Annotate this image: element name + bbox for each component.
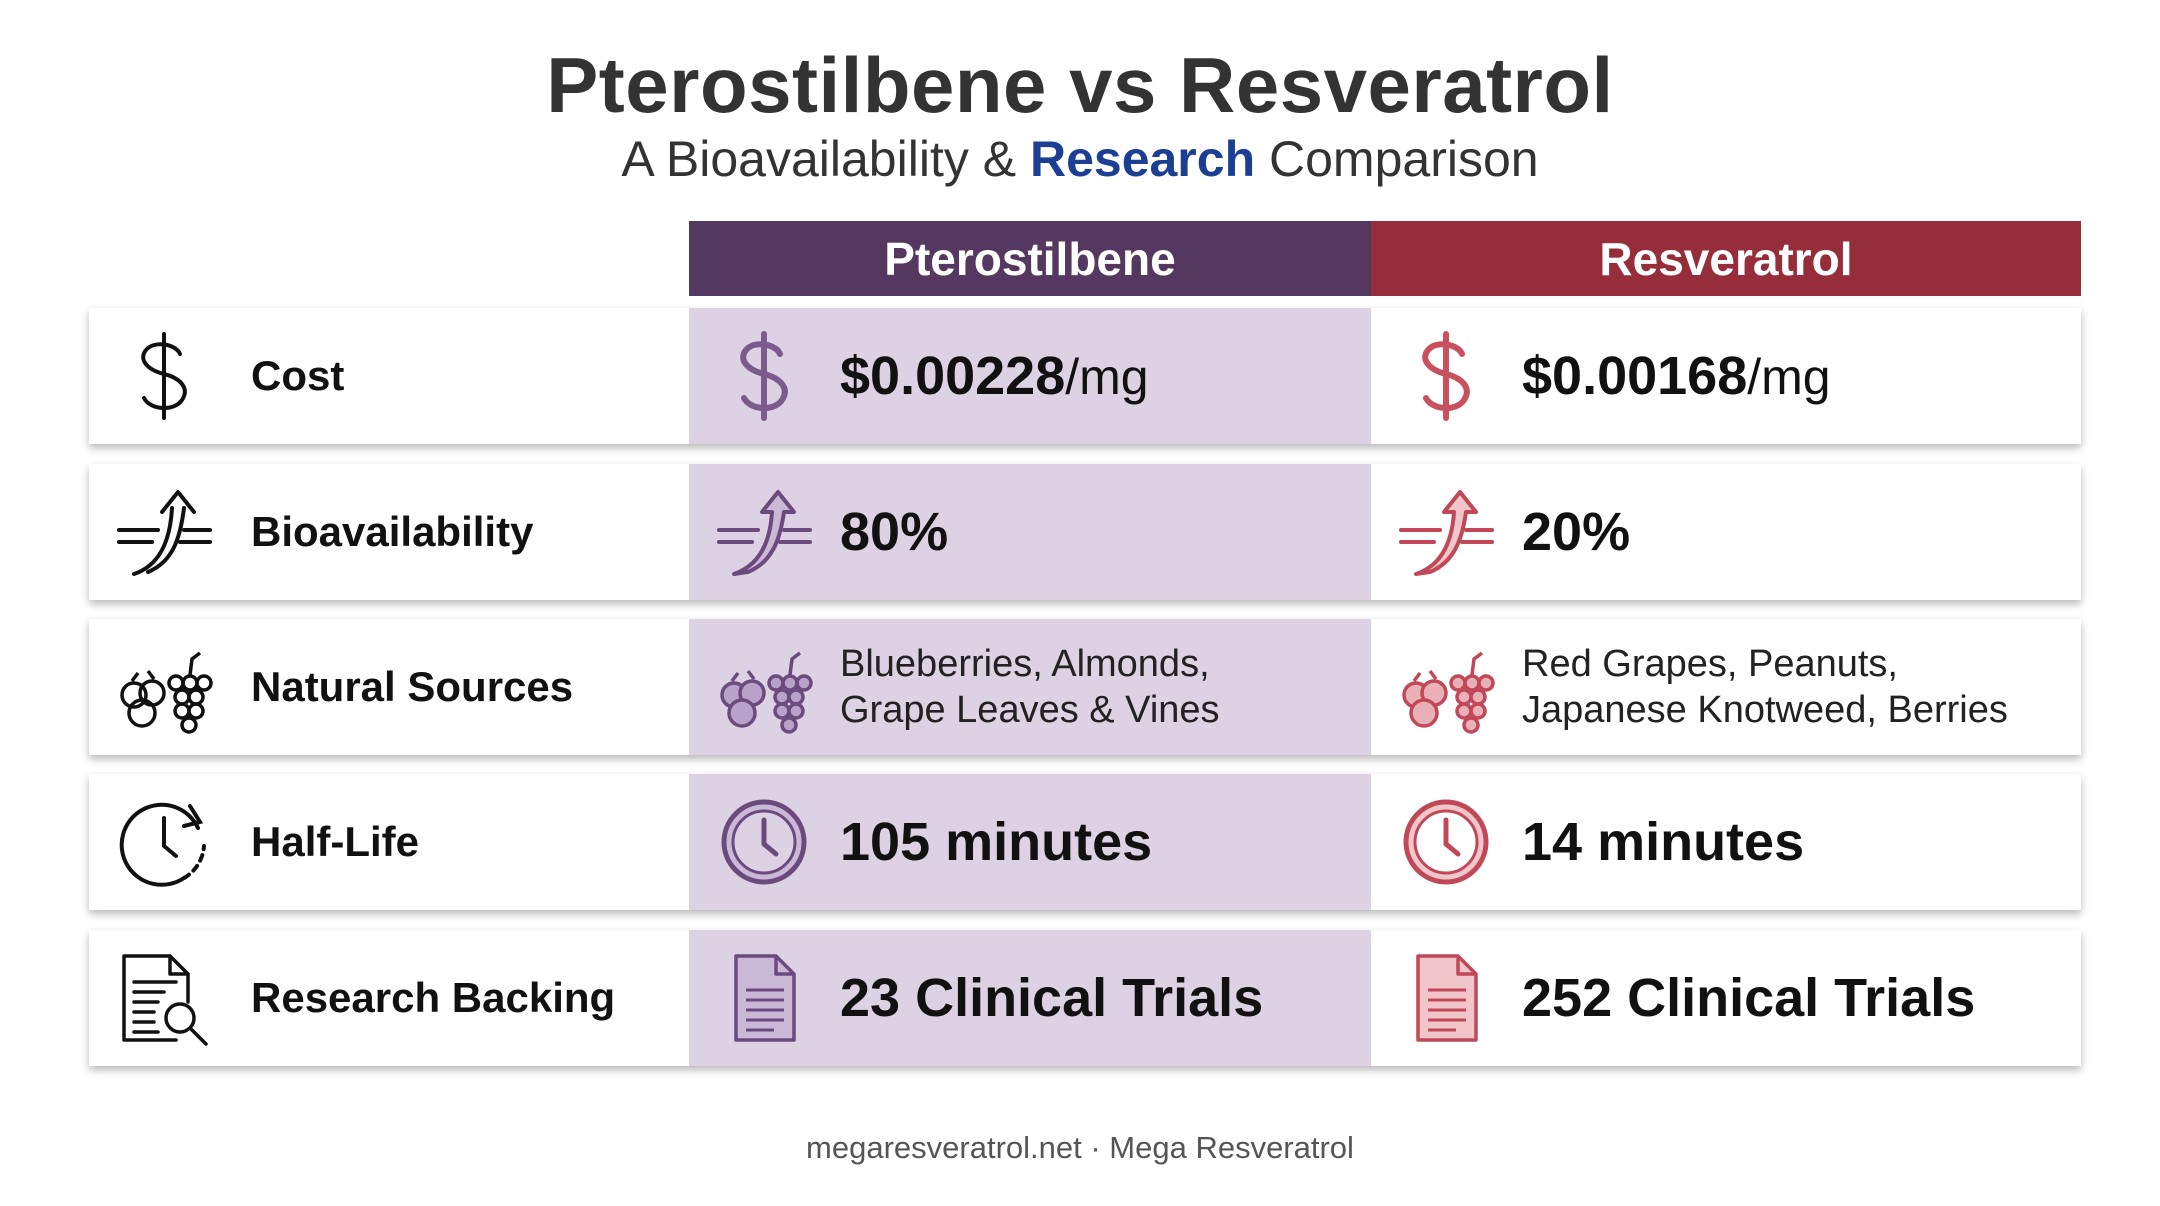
column-header-pterostilbene: Pterostilbene: [689, 221, 1371, 296]
row-cost: Cost $0.00228/mg $0.00168/mg: [89, 308, 2081, 444]
row-label: Bioavailability: [251, 508, 534, 555]
half-life-value: 14 minutes: [1522, 812, 1805, 872]
row-research-backing: Research Backing 23 Clinical Trials 252 …: [89, 930, 2081, 1066]
cost-value: $0.00228/mg: [840, 345, 1149, 407]
resveratrol-cell: 20%: [1371, 464, 2081, 600]
row-label-cell: Bioavailability: [89, 464, 689, 600]
row-bioavailability: Bioavailability 80% 20%: [89, 464, 2081, 600]
cost-amount: $0.00168: [1522, 346, 1748, 406]
row-half-life: Half-Life 105 minutes 14 minutes: [89, 774, 2081, 910]
document-search-icon: [114, 943, 226, 1053]
research-value: 23 Clinical Trials: [840, 968, 1264, 1028]
pterostilbene-cell: 80%: [689, 464, 1371, 600]
subtitle-text-end: Comparison: [1255, 131, 1539, 187]
resveratrol-cell: $0.00168/mg: [1371, 308, 2081, 444]
document-icon: [714, 943, 826, 1053]
sources-line: Grape Leaves & Vines: [840, 689, 1220, 731]
pterostilbene-cell: Blueberries, Almonds, Grape Leaves & Vin…: [689, 619, 1371, 755]
absorption-arrow-icon: [714, 477, 826, 587]
row-label-cell: Natural Sources: [89, 619, 689, 755]
pterostilbene-cell: 23 Clinical Trials: [689, 930, 1371, 1066]
row-label-cell: Half-Life: [89, 774, 689, 910]
research-value: 252 Clinical Trials: [1522, 968, 1976, 1028]
berries-grapes-icon: [114, 632, 226, 742]
page-title: Pterostilbene vs Resveratrol: [546, 41, 1614, 129]
footer-credit: megaresveratrol.net · Mega Resveratrol: [806, 1130, 1354, 1165]
row-label: Research Backing: [251, 974, 616, 1021]
row-natural-sources: Natural Sources Blueberries, Almonds, Gr…: [89, 619, 2081, 755]
berries-grapes-icon: [714, 632, 826, 742]
half-life-value: 105 minutes: [840, 812, 1153, 872]
pterostilbene-cell: $0.00228/mg: [689, 308, 1371, 444]
clock-icon: [714, 787, 826, 897]
absorption-arrow-icon: [1396, 477, 1508, 587]
resveratrol-cell: 14 minutes: [1371, 774, 2081, 910]
column-header-resveratrol: Resveratrol: [1371, 221, 2081, 296]
absorption-arrow-icon: [114, 477, 226, 587]
cost-amount: $0.00228: [840, 346, 1066, 406]
cost-unit: /mg: [1065, 349, 1149, 405]
cost-value: $0.00168/mg: [1522, 345, 1831, 407]
cost-unit: /mg: [1747, 349, 1831, 405]
pterostilbene-cell: 105 minutes: [689, 774, 1371, 910]
dollar-icon: [714, 321, 826, 431]
row-label: Half-Life: [251, 818, 419, 865]
subtitle-highlight: Research: [1029, 131, 1256, 187]
dollar-icon: [1396, 321, 1508, 431]
natural-sources-value: Blueberries, Almonds, Grape Leaves & Vin…: [840, 641, 1220, 733]
berries-grapes-icon: [1396, 632, 1508, 742]
resveratrol-cell: 252 Clinical Trials: [1371, 930, 2081, 1066]
clock-icon: [114, 787, 226, 897]
bioavailability-value: 80%: [840, 502, 949, 562]
row-label: Natural Sources: [251, 663, 574, 710]
sources-line: Blueberries, Almonds,: [840, 643, 1210, 685]
subtitle-text-start: A Bioavailability &: [621, 131, 1030, 187]
row-label-cell: Research Backing: [89, 930, 689, 1066]
page-subtitle: A Bioavailability & Research Comparison: [0, 128, 2160, 190]
row-label-cell: Cost: [89, 308, 689, 444]
document-icon: [1396, 943, 1508, 1053]
dollar-icon: [114, 321, 226, 431]
sources-line: Japanese Knotweed, Berries: [1522, 689, 2008, 731]
clock-icon: [1396, 787, 1508, 897]
bioavailability-value: 20%: [1522, 502, 1631, 562]
resveratrol-cell: Red Grapes, Peanuts, Japanese Knotweed, …: [1371, 619, 2081, 755]
row-label: Cost: [251, 352, 345, 399]
natural-sources-value: Red Grapes, Peanuts, Japanese Knotweed, …: [1522, 641, 2008, 733]
sources-line: Red Grapes, Peanuts,: [1522, 643, 1898, 685]
